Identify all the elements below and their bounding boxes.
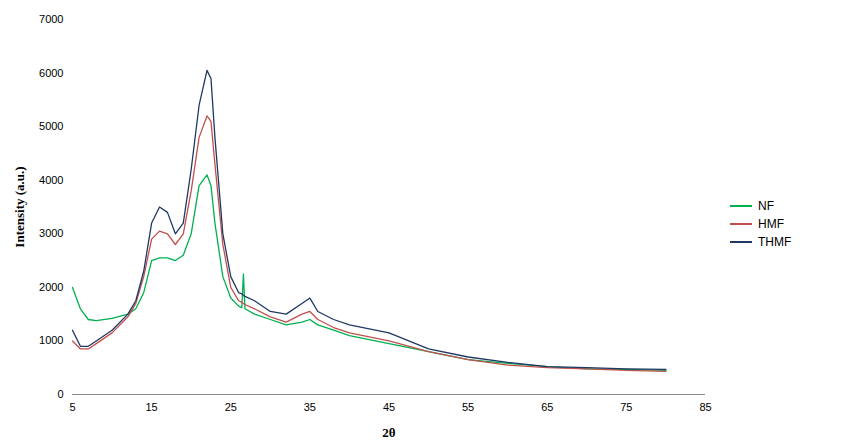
svg-text:55: 55 xyxy=(462,401,474,413)
svg-text:15: 15 xyxy=(146,401,158,413)
svg-text:25: 25 xyxy=(225,401,237,413)
svg-text:6000: 6000 xyxy=(39,66,63,78)
svg-text:75: 75 xyxy=(620,401,632,413)
svg-text:65: 65 xyxy=(541,401,553,413)
svg-text:45: 45 xyxy=(383,401,395,413)
svg-text:5: 5 xyxy=(69,401,75,413)
svg-text:2000: 2000 xyxy=(39,280,63,292)
svg-text:1000: 1000 xyxy=(39,334,63,346)
svg-text:85: 85 xyxy=(699,401,711,413)
svg-text:0: 0 xyxy=(57,388,63,400)
svg-text:7000: 7000 xyxy=(39,13,63,25)
svg-text:2θ: 2θ xyxy=(382,424,396,439)
svg-text:3000: 3000 xyxy=(39,227,63,239)
svg-text:4000: 4000 xyxy=(39,173,63,185)
html-text:HMF: HMF xyxy=(758,216,784,231)
html-text:THMF: THMF xyxy=(758,234,792,249)
html-text:NF: NF xyxy=(758,198,774,213)
svg-text:Intensity (a.u.): Intensity (a.u.) xyxy=(12,166,27,247)
svg-text:5000: 5000 xyxy=(39,120,63,132)
svg-text:35: 35 xyxy=(304,401,316,413)
